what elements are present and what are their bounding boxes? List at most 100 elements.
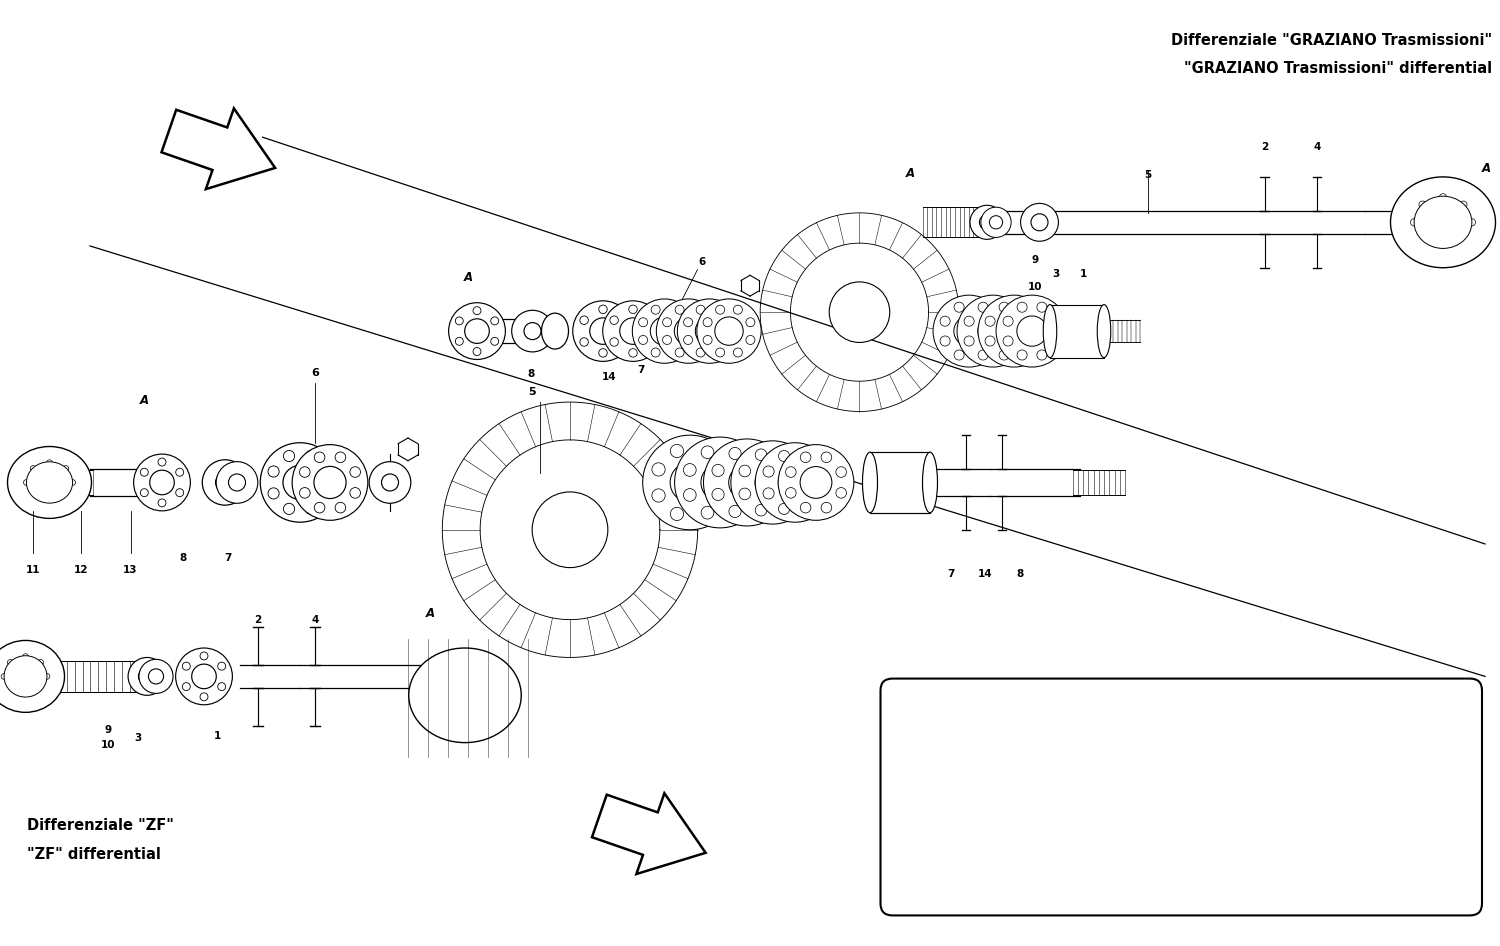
- Circle shape: [657, 299, 720, 363]
- Circle shape: [729, 464, 765, 500]
- Circle shape: [512, 310, 554, 352]
- Circle shape: [700, 464, 740, 501]
- Circle shape: [1004, 336, 1013, 346]
- Circle shape: [306, 503, 316, 515]
- Circle shape: [998, 302, 1008, 312]
- Circle shape: [44, 674, 50, 679]
- Circle shape: [321, 466, 332, 477]
- Circle shape: [176, 489, 183, 497]
- Text: A: A: [1482, 162, 1491, 175]
- Circle shape: [472, 347, 482, 356]
- Circle shape: [716, 348, 724, 357]
- Circle shape: [990, 216, 1002, 229]
- Circle shape: [1017, 316, 1047, 346]
- Circle shape: [704, 439, 791, 526]
- Ellipse shape: [1044, 305, 1056, 358]
- Circle shape: [350, 487, 360, 499]
- Circle shape: [30, 465, 36, 471]
- Circle shape: [940, 316, 950, 326]
- Text: 14: 14: [602, 372, 616, 382]
- Circle shape: [590, 318, 616, 344]
- Circle shape: [978, 295, 1050, 367]
- Text: 14: 14: [978, 569, 993, 580]
- Circle shape: [268, 466, 279, 477]
- Text: A: A: [426, 606, 435, 620]
- Circle shape: [216, 462, 258, 503]
- Circle shape: [684, 464, 696, 476]
- Text: Per la sostituzione del differenziale: Per la sostituzione del differenziale: [1047, 717, 1314, 730]
- Circle shape: [836, 487, 846, 499]
- Circle shape: [334, 502, 345, 513]
- Circle shape: [675, 437, 765, 528]
- Circle shape: [300, 466, 310, 478]
- Circle shape: [778, 503, 789, 515]
- Circle shape: [816, 466, 827, 477]
- Circle shape: [141, 489, 148, 497]
- Circle shape: [744, 464, 756, 476]
- Circle shape: [176, 648, 232, 705]
- Circle shape: [1019, 350, 1029, 360]
- Circle shape: [652, 489, 664, 502]
- Circle shape: [681, 318, 690, 326]
- FancyBboxPatch shape: [880, 678, 1482, 916]
- Circle shape: [573, 301, 633, 361]
- Circle shape: [778, 449, 790, 461]
- Circle shape: [714, 348, 723, 357]
- Polygon shape: [870, 452, 930, 513]
- Circle shape: [744, 489, 756, 501]
- Circle shape: [978, 350, 988, 360]
- Circle shape: [228, 474, 246, 491]
- Text: 8: 8: [1017, 569, 1023, 580]
- Circle shape: [651, 348, 660, 357]
- Circle shape: [648, 338, 656, 346]
- Circle shape: [675, 306, 684, 314]
- Circle shape: [712, 464, 724, 477]
- Text: 3: 3: [135, 733, 141, 743]
- Circle shape: [678, 299, 741, 363]
- Circle shape: [1419, 201, 1426, 208]
- Circle shape: [770, 464, 782, 477]
- Circle shape: [610, 338, 618, 346]
- Circle shape: [300, 487, 310, 499]
- Circle shape: [821, 452, 831, 463]
- Circle shape: [651, 306, 660, 314]
- Circle shape: [217, 662, 225, 670]
- Circle shape: [696, 348, 705, 357]
- Circle shape: [314, 466, 346, 499]
- Circle shape: [764, 466, 774, 477]
- Circle shape: [778, 450, 789, 462]
- Circle shape: [490, 317, 498, 324]
- Ellipse shape: [1414, 196, 1472, 249]
- Circle shape: [1017, 302, 1028, 312]
- Circle shape: [974, 350, 984, 360]
- Circle shape: [490, 338, 498, 345]
- Circle shape: [800, 466, 832, 499]
- Circle shape: [217, 683, 225, 691]
- Circle shape: [268, 488, 279, 499]
- Text: A: A: [464, 271, 472, 284]
- Circle shape: [134, 454, 190, 511]
- Circle shape: [648, 316, 656, 324]
- Circle shape: [1004, 316, 1013, 326]
- Circle shape: [472, 307, 482, 315]
- Circle shape: [642, 435, 738, 530]
- Circle shape: [954, 350, 964, 360]
- Text: Differenziale "GRAZIANO Trasmissioni": Differenziale "GRAZIANO Trasmissioni": [1172, 33, 1492, 48]
- Text: 4: 4: [312, 615, 318, 624]
- Circle shape: [980, 215, 994, 230]
- Text: 7: 7: [948, 569, 954, 580]
- Ellipse shape: [1096, 305, 1110, 358]
- Text: Differenziale "ZF": Differenziale "ZF": [27, 818, 174, 833]
- Circle shape: [1017, 350, 1028, 360]
- Circle shape: [38, 659, 44, 665]
- Circle shape: [148, 669, 164, 684]
- Circle shape: [1020, 203, 1059, 241]
- Circle shape: [216, 473, 234, 492]
- Ellipse shape: [1390, 177, 1496, 268]
- Circle shape: [696, 306, 705, 314]
- Circle shape: [684, 336, 693, 344]
- Circle shape: [978, 302, 988, 312]
- Circle shape: [663, 336, 672, 344]
- Ellipse shape: [8, 447, 92, 518]
- Circle shape: [334, 452, 345, 463]
